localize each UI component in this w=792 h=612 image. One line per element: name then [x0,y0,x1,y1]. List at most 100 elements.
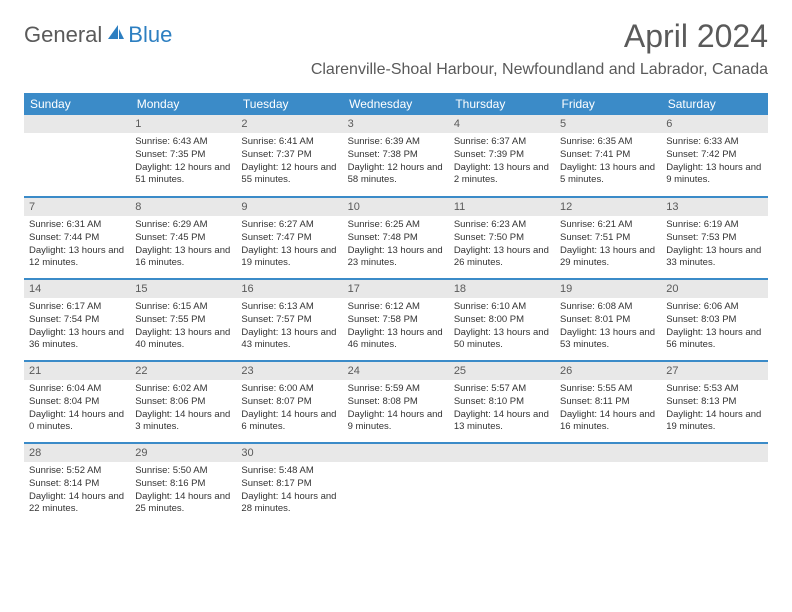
calendar-cell: 16Sunrise: 6:13 AMSunset: 7:57 PMDayligh… [236,279,342,361]
daylight-text: Daylight: 12 hours and 55 minutes. [241,162,337,188]
calendar-cell: 20Sunrise: 6:06 AMSunset: 8:03 PMDayligh… [661,279,767,361]
weekday-header: Saturday [661,93,767,115]
day-number: 20 [661,280,767,298]
sunset-text: Sunset: 7:39 PM [454,149,550,162]
sunrise-text: Sunrise: 5:55 AM [560,383,656,396]
day-details: Sunrise: 6:13 AMSunset: 7:57 PMDaylight:… [236,298,342,357]
calendar-cell: 6Sunrise: 6:33 AMSunset: 7:42 PMDaylight… [661,115,767,197]
sunrise-text: Sunrise: 6:08 AM [560,301,656,314]
day-details: Sunrise: 5:55 AMSunset: 8:11 PMDaylight:… [555,380,661,439]
calendar-cell [661,443,767,525]
calendar-cell [343,443,449,525]
calendar-cell: 24Sunrise: 5:59 AMSunset: 8:08 PMDayligh… [343,361,449,443]
calendar-cell: 29Sunrise: 5:50 AMSunset: 8:16 PMDayligh… [130,443,236,525]
day-details: Sunrise: 5:50 AMSunset: 8:16 PMDaylight:… [130,462,236,521]
day-details: Sunrise: 5:52 AMSunset: 8:14 PMDaylight:… [24,462,130,521]
sunset-text: Sunset: 8:14 PM [29,478,125,491]
logo-text-general: General [24,22,102,48]
sunset-text: Sunset: 7:45 PM [135,232,231,245]
day-number: 30 [236,444,342,462]
calendar-row: 7Sunrise: 6:31 AMSunset: 7:44 PMDaylight… [24,197,768,279]
sunset-text: Sunset: 7:55 PM [135,314,231,327]
sunrise-text: Sunrise: 6:04 AM [29,383,125,396]
calendar-row: 1Sunrise: 6:43 AMSunset: 7:35 PMDaylight… [24,115,768,197]
sunrise-text: Sunrise: 6:06 AM [666,301,762,314]
day-number: 14 [24,280,130,298]
sunset-text: Sunset: 7:44 PM [29,232,125,245]
logo-text-blue: Blue [128,22,172,48]
day-number [555,444,661,462]
sunrise-text: Sunrise: 6:33 AM [666,136,762,149]
calendar-cell: 2Sunrise: 6:41 AMSunset: 7:37 PMDaylight… [236,115,342,197]
daylight-text: Daylight: 14 hours and 0 minutes. [29,409,125,435]
calendar-cell: 1Sunrise: 6:43 AMSunset: 7:35 PMDaylight… [130,115,236,197]
calendar-cell [555,443,661,525]
day-details: Sunrise: 5:53 AMSunset: 8:13 PMDaylight:… [661,380,767,439]
calendar-cell: 3Sunrise: 6:39 AMSunset: 7:38 PMDaylight… [343,115,449,197]
sunrise-text: Sunrise: 5:53 AM [666,383,762,396]
sunset-text: Sunset: 7:38 PM [348,149,444,162]
day-details: Sunrise: 5:57 AMSunset: 8:10 PMDaylight:… [449,380,555,439]
sunrise-text: Sunrise: 6:13 AM [241,301,337,314]
daylight-text: Daylight: 13 hours and 46 minutes. [348,327,444,353]
weekday-header: Friday [555,93,661,115]
daylight-text: Daylight: 14 hours and 19 minutes. [666,409,762,435]
calendar-cell: 21Sunrise: 6:04 AMSunset: 8:04 PMDayligh… [24,361,130,443]
daylight-text: Daylight: 12 hours and 51 minutes. [135,162,231,188]
sunset-text: Sunset: 7:47 PM [241,232,337,245]
calendar-cell: 7Sunrise: 6:31 AMSunset: 7:44 PMDaylight… [24,197,130,279]
calendar-cell: 11Sunrise: 6:23 AMSunset: 7:50 PMDayligh… [449,197,555,279]
sunrise-text: Sunrise: 6:25 AM [348,219,444,232]
sunrise-text: Sunrise: 6:23 AM [454,219,550,232]
sunset-text: Sunset: 7:48 PM [348,232,444,245]
sunrise-text: Sunrise: 6:02 AM [135,383,231,396]
day-details: Sunrise: 6:21 AMSunset: 7:51 PMDaylight:… [555,216,661,275]
sunset-text: Sunset: 8:16 PM [135,478,231,491]
day-details: Sunrise: 6:00 AMSunset: 8:07 PMDaylight:… [236,380,342,439]
sunset-text: Sunset: 8:00 PM [454,314,550,327]
weekday-header: Monday [130,93,236,115]
daylight-text: Daylight: 14 hours and 28 minutes. [241,491,337,517]
calendar-cell: 17Sunrise: 6:12 AMSunset: 7:58 PMDayligh… [343,279,449,361]
day-details: Sunrise: 6:15 AMSunset: 7:55 PMDaylight:… [130,298,236,357]
sunset-text: Sunset: 7:41 PM [560,149,656,162]
day-details: Sunrise: 6:10 AMSunset: 8:00 PMDaylight:… [449,298,555,357]
sunrise-text: Sunrise: 5:50 AM [135,465,231,478]
calendar-cell: 27Sunrise: 5:53 AMSunset: 8:13 PMDayligh… [661,361,767,443]
sunset-text: Sunset: 8:11 PM [560,396,656,409]
day-details: Sunrise: 6:39 AMSunset: 7:38 PMDaylight:… [343,133,449,192]
calendar-cell: 22Sunrise: 6:02 AMSunset: 8:06 PMDayligh… [130,361,236,443]
sunset-text: Sunset: 7:54 PM [29,314,125,327]
day-number: 28 [24,444,130,462]
daylight-text: Daylight: 14 hours and 6 minutes. [241,409,337,435]
weekday-header: Wednesday [343,93,449,115]
day-number: 18 [449,280,555,298]
daylight-text: Daylight: 13 hours and 56 minutes. [666,327,762,353]
daylight-text: Daylight: 14 hours and 9 minutes. [348,409,444,435]
day-number: 11 [449,198,555,216]
day-details: Sunrise: 6:33 AMSunset: 7:42 PMDaylight:… [661,133,767,192]
day-details: Sunrise: 6:31 AMSunset: 7:44 PMDaylight:… [24,216,130,275]
sunset-text: Sunset: 7:53 PM [666,232,762,245]
sunrise-text: Sunrise: 6:43 AM [135,136,231,149]
sunrise-text: Sunrise: 5:57 AM [454,383,550,396]
calendar-cell: 12Sunrise: 6:21 AMSunset: 7:51 PMDayligh… [555,197,661,279]
sunset-text: Sunset: 7:57 PM [241,314,337,327]
daylight-text: Daylight: 13 hours and 53 minutes. [560,327,656,353]
sunset-text: Sunset: 8:03 PM [666,314,762,327]
logo: General Blue [24,22,172,48]
day-number: 4 [449,115,555,133]
day-number: 15 [130,280,236,298]
day-details: Sunrise: 6:27 AMSunset: 7:47 PMDaylight:… [236,216,342,275]
weekday-header: Sunday [24,93,130,115]
weekday-header: Thursday [449,93,555,115]
daylight-text: Daylight: 13 hours and 33 minutes. [666,245,762,271]
day-number: 16 [236,280,342,298]
day-number: 21 [24,362,130,380]
day-number: 6 [661,115,767,133]
day-details: Sunrise: 6:06 AMSunset: 8:03 PMDaylight:… [661,298,767,357]
calendar-cell: 19Sunrise: 6:08 AMSunset: 8:01 PMDayligh… [555,279,661,361]
day-number: 7 [24,198,130,216]
day-number: 8 [130,198,236,216]
daylight-text: Daylight: 13 hours and 19 minutes. [241,245,337,271]
